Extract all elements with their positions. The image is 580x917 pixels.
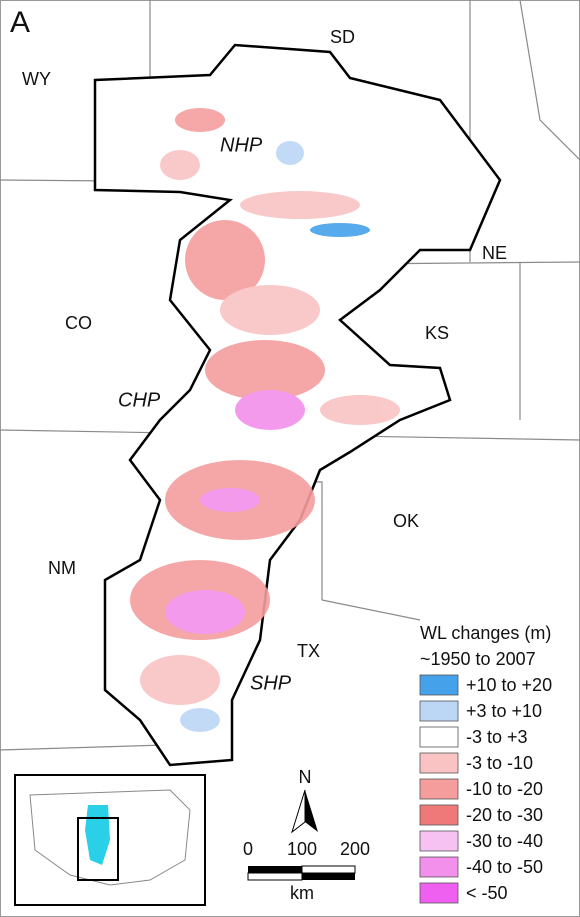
patch	[240, 191, 360, 219]
region-label: CHP	[118, 389, 161, 411]
state-label: SD	[330, 27, 355, 47]
inset-map	[14, 774, 206, 906]
scale-segment	[302, 873, 355, 880]
legend-label: -30 to -40	[466, 831, 543, 851]
panel-label: A	[10, 6, 30, 39]
scale-tick-label: 200	[340, 839, 370, 859]
arrow-half	[291, 789, 306, 834]
patch	[235, 390, 305, 430]
legend-label: -3 to -10	[466, 753, 533, 773]
aquifer-inset	[85, 805, 110, 865]
patch	[140, 655, 220, 705]
legend-swatch	[419, 830, 459, 852]
patch	[200, 488, 260, 512]
scale-tick-label: 100	[287, 839, 317, 859]
patch	[165, 590, 245, 634]
scale-tick-label: 0	[243, 839, 253, 859]
north-arrow: N	[291, 767, 318, 834]
legend-swatch	[419, 700, 459, 722]
usa-outline	[29, 789, 191, 886]
legend-swatch	[419, 882, 459, 904]
state-label: OK	[393, 511, 419, 531]
inset-box	[77, 817, 119, 881]
legend-subtitle: ~1950 to 2007	[420, 649, 536, 669]
scale-bar: 0 100 200 km	[243, 839, 370, 903]
state-label: WY	[22, 69, 51, 89]
patch	[175, 108, 225, 132]
legend-label: -20 to -30	[466, 805, 543, 825]
legend-title: WL changes (m)	[420, 623, 551, 643]
legend-label: < -50	[466, 883, 508, 903]
legend-swatch	[419, 804, 459, 826]
arrow-half	[305, 790, 318, 832]
water-level-patches	[130, 108, 400, 732]
patch	[180, 708, 220, 732]
state-label: NE	[482, 243, 507, 263]
patch	[185, 220, 265, 300]
state-label: KS	[425, 323, 449, 343]
patch	[276, 141, 304, 165]
patch	[160, 150, 200, 180]
legend-label: +3 to +10	[466, 701, 542, 721]
state-label: TX	[297, 641, 320, 661]
scale-unit: km	[290, 883, 314, 903]
legend-swatch	[419, 674, 459, 696]
north-label: N	[299, 767, 312, 787]
scale-segment	[247, 872, 303, 881]
legend-label: +10 to +20	[466, 675, 552, 695]
legend-swatch	[419, 778, 459, 800]
region-label: NHP	[220, 134, 263, 156]
legend-label: -10 to -20	[466, 779, 543, 799]
legend-swatch	[419, 726, 459, 748]
patch	[320, 395, 400, 425]
patch	[205, 340, 325, 400]
scale-segment	[248, 866, 302, 873]
patch	[310, 223, 370, 237]
legend-label: -3 to +3	[466, 727, 528, 747]
legend-label: -40 to -50	[466, 857, 543, 877]
scale-segment	[301, 865, 356, 874]
legend: WL changes (m) ~1950 to 2007 +10 to +20 +…	[419, 623, 552, 904]
state-label: NM	[48, 558, 76, 578]
region-label: SHP	[250, 672, 292, 694]
legend-swatch	[419, 856, 459, 878]
patch	[220, 285, 320, 335]
state-label: CO	[65, 313, 92, 333]
legend-swatch	[419, 752, 459, 774]
